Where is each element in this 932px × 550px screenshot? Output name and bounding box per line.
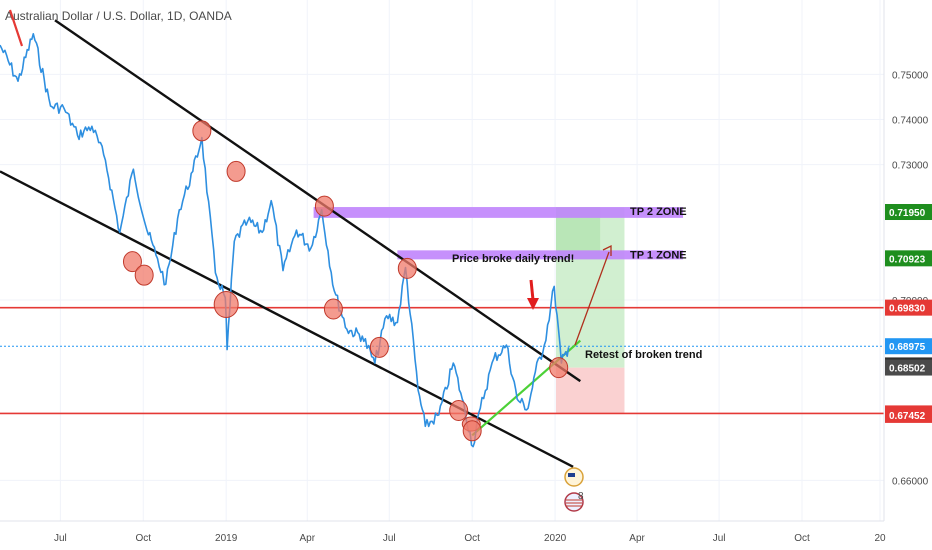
x-tick-label: 2019 [215, 533, 238, 544]
au-flag-icon-field [568, 473, 575, 477]
touch-points [122, 120, 569, 442]
x-tick-label: Jul [713, 533, 726, 544]
x-tick-label: 20 [874, 533, 886, 544]
grid [0, 0, 884, 521]
note-price-broke-trend: Price broke daily trend! [452, 253, 574, 265]
price-label-text: 0.68502 [889, 364, 926, 375]
x-tick-label: Oct [464, 533, 480, 544]
price-label-0.69830: 0.69830 [885, 299, 932, 316]
tp-zone-label: TP 2 ZONE [630, 206, 687, 218]
tp-zone-2 [397, 250, 684, 260]
price-label-0.71950: 0.71950 [885, 204, 932, 221]
touch-point-marker [192, 120, 212, 142]
touch-point-marker [213, 290, 239, 318]
touch-point-marker [122, 251, 142, 273]
note-retest-broken-trend: Retest of broken trend [585, 349, 702, 361]
annotations: Price broke daily trend! Retest of broke… [452, 244, 702, 361]
legend-trend-stroke [8, 9, 24, 47]
tp-zone-label: TP 1 ZONE [630, 249, 687, 261]
touch-point-marker [134, 264, 154, 286]
price-label-text: 0.71950 [889, 208, 926, 219]
price-label-0.68502: 0.68502 [885, 359, 932, 376]
break-arrow-head [527, 298, 539, 310]
x-tick-label: Apr [629, 533, 645, 544]
touch-point-marker [314, 195, 334, 217]
price-label-bg [885, 204, 932, 221]
x-tick-label: Jul [54, 533, 67, 544]
price-label-bg [885, 250, 932, 267]
touch-point-marker [226, 160, 246, 182]
price-series-line [0, 33, 570, 448]
x-tick-label: Oct [135, 533, 151, 544]
time-axis[interactable]: Jul Oct 2019 Apr Jul Oct 2020 Apr Jul Oct 20 [0, 520, 886, 544]
horizontal-levels [0, 306, 884, 415]
price-label-bg [885, 359, 932, 376]
price-label-bg [885, 338, 932, 355]
price-label-bg [885, 406, 932, 423]
touch-point-marker [449, 399, 469, 421]
target-arrow [574, 251, 610, 346]
price-label-0.68975: 0.68975 [885, 338, 932, 355]
price-label-0.70923: 0.70923 [885, 250, 932, 267]
y-tick-label: 0.73000 [892, 161, 929, 172]
symbol-legend: Australian Dollar / U.S. Dollar, 1D, OAN… [5, 9, 232, 23]
x-tick-label: Jul [383, 533, 396, 544]
price-label-text: 0.70923 [889, 254, 926, 265]
event-badges[interactable]: 8 [564, 467, 584, 512]
touch-point-marker [549, 357, 569, 379]
tp-zone-1 [313, 207, 684, 218]
price-label-text: 0.68975 [889, 342, 926, 353]
price-label-0.67452: 0.67452 [885, 406, 932, 423]
touch-point-marker [369, 336, 389, 358]
y-tick-label: 0.75000 [892, 70, 929, 81]
position-bands: TP 2 ZONE TP 1 ZONE [313, 206, 687, 413]
us-flag-icon-stripes [566, 499, 582, 507]
x-tick-label: 2020 [544, 533, 567, 544]
loss-zone [555, 367, 625, 413]
event-count-badge: 8 [578, 491, 584, 502]
trendlines [0, 19, 582, 468]
price-label-text: 0.67452 [889, 411, 926, 422]
y-tick-label: 0.66000 [892, 476, 929, 487]
target-arrow-head [602, 244, 612, 256]
break-arrow-shaft [529, 279, 535, 301]
touch-point-marker [462, 420, 482, 442]
y-tick-label: 0.74000 [892, 116, 929, 127]
price-level-labels: 0.719500.709230.698300.689750.685490.685… [885, 204, 932, 423]
price-label-bg [885, 299, 932, 316]
x-tick-label: Oct [794, 533, 810, 544]
price-label-text: 0.69830 [889, 304, 926, 315]
touch-point-marker [323, 298, 343, 320]
x-tick-label: Apr [300, 533, 316, 544]
touch-point-marker [397, 257, 417, 279]
